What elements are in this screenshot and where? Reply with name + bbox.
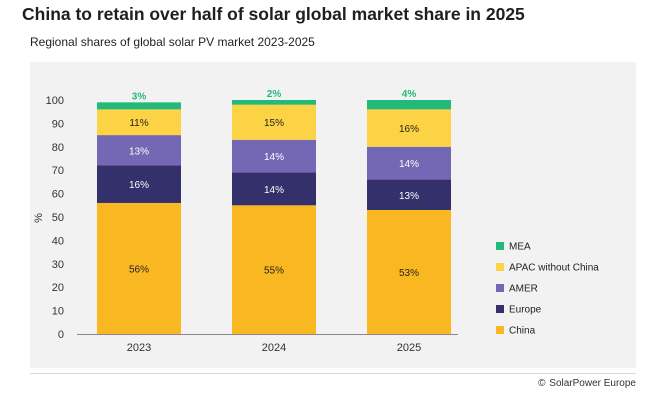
source-credit: © SolarPower Europe	[538, 378, 636, 389]
data-label-europe-2023: 16%	[129, 180, 149, 191]
y-tick-label: 100	[46, 95, 64, 107]
data-label-apac-without-china-2023: 11%	[129, 118, 148, 129]
bar-segment-amer-2023	[97, 135, 181, 166]
data-label-apac-without-china-2025: 16%	[399, 124, 419, 135]
y-tick-label: 30	[52, 259, 64, 271]
bar-segment-china-2024	[232, 205, 316, 334]
bar-segment-europe-2025	[367, 179, 451, 210]
legend-label-europe: Europe	[509, 305, 542, 316]
bar-segment-amer-2024	[232, 139, 316, 173]
y-tick-label: 50	[52, 212, 64, 224]
x-tick-label: 2023	[127, 342, 151, 354]
y-tick-label: 10	[52, 306, 64, 318]
data-label-apac-without-china-2024: 15%	[264, 118, 284, 129]
chart-panel: 0 10 20 30 40 50 60 70 80 90 100% 56% 16% 13% 11% 3% 202…	[30, 62, 636, 368]
legend-label-apac-without-china: APAC without China	[509, 263, 599, 274]
data-label-amer-2025: 14%	[399, 159, 419, 170]
y-tick-label: 60	[52, 189, 64, 201]
y-tick-label: 40	[52, 235, 64, 247]
legend-swatch-apac-without-china	[496, 263, 504, 271]
x-tick-label: 2024	[262, 342, 286, 354]
legend-swatch-amer	[496, 284, 504, 292]
copyright-icon: ©	[538, 378, 546, 389]
legend-label-amer: AMER	[509, 284, 538, 295]
bar-segment-europe-2023	[97, 165, 181, 203]
y-tick-label: 0	[58, 329, 64, 341]
bar-segment-europe-2024	[232, 172, 316, 206]
data-label-europe-2024: 14%	[264, 185, 284, 196]
data-label-china-2023: 56%	[129, 264, 149, 275]
y-tick-label: 20	[52, 282, 64, 294]
legend-swatch-europe	[496, 305, 504, 313]
y-tick-label: 90	[52, 118, 64, 130]
footer-divider	[30, 373, 636, 374]
data-label-mea-2025: 4%	[402, 89, 417, 100]
legend-swatch-mea	[496, 242, 504, 250]
stacked-bar-chart: 0 10 20 30 40 50 60 70 80 90 100% 56% 16% 13% 11% 3% 202…	[33, 89, 599, 354]
bar-segment-mea-2025	[367, 100, 451, 110]
data-label-europe-2025: 13%	[399, 191, 419, 202]
y-tick-label: 70	[52, 165, 64, 177]
source-text: SolarPower Europe	[549, 378, 636, 389]
legend-swatch-china	[496, 326, 504, 334]
data-label-mea-2023: 3%	[132, 91, 147, 102]
data-label-amer-2024: 14%	[264, 152, 284, 163]
data-label-amer-2023: 13%	[129, 146, 149, 157]
y-tick-label: 80	[52, 142, 64, 154]
bar-segment-mea-2023	[97, 102, 181, 110]
bar-segment-china-2023	[97, 202, 181, 334]
chart-subtitle: Regional shares of global solar PV marke…	[30, 35, 315, 49]
legend-label-mea: MEA	[509, 242, 531, 253]
data-label-china-2024: 55%	[264, 266, 284, 277]
y-axis-label: %	[33, 213, 45, 223]
bar-segment-apac-without-china-2024	[232, 104, 316, 140]
legend-label-china: China	[509, 326, 536, 337]
chart-title: China to retain over half of solar globa…	[22, 4, 525, 24]
bar-segment-apac-without-china-2023	[97, 109, 181, 136]
bar-segment-mea-2024	[232, 100, 316, 105]
data-label-mea-2024: 2%	[267, 89, 282, 100]
bar-segment-amer-2025	[367, 146, 451, 180]
bar-segment-china-2025	[367, 209, 451, 334]
bar-segment-apac-without-china-2025	[367, 109, 451, 147]
data-label-china-2025: 53%	[399, 268, 419, 279]
x-tick-label: 2025	[397, 342, 421, 354]
